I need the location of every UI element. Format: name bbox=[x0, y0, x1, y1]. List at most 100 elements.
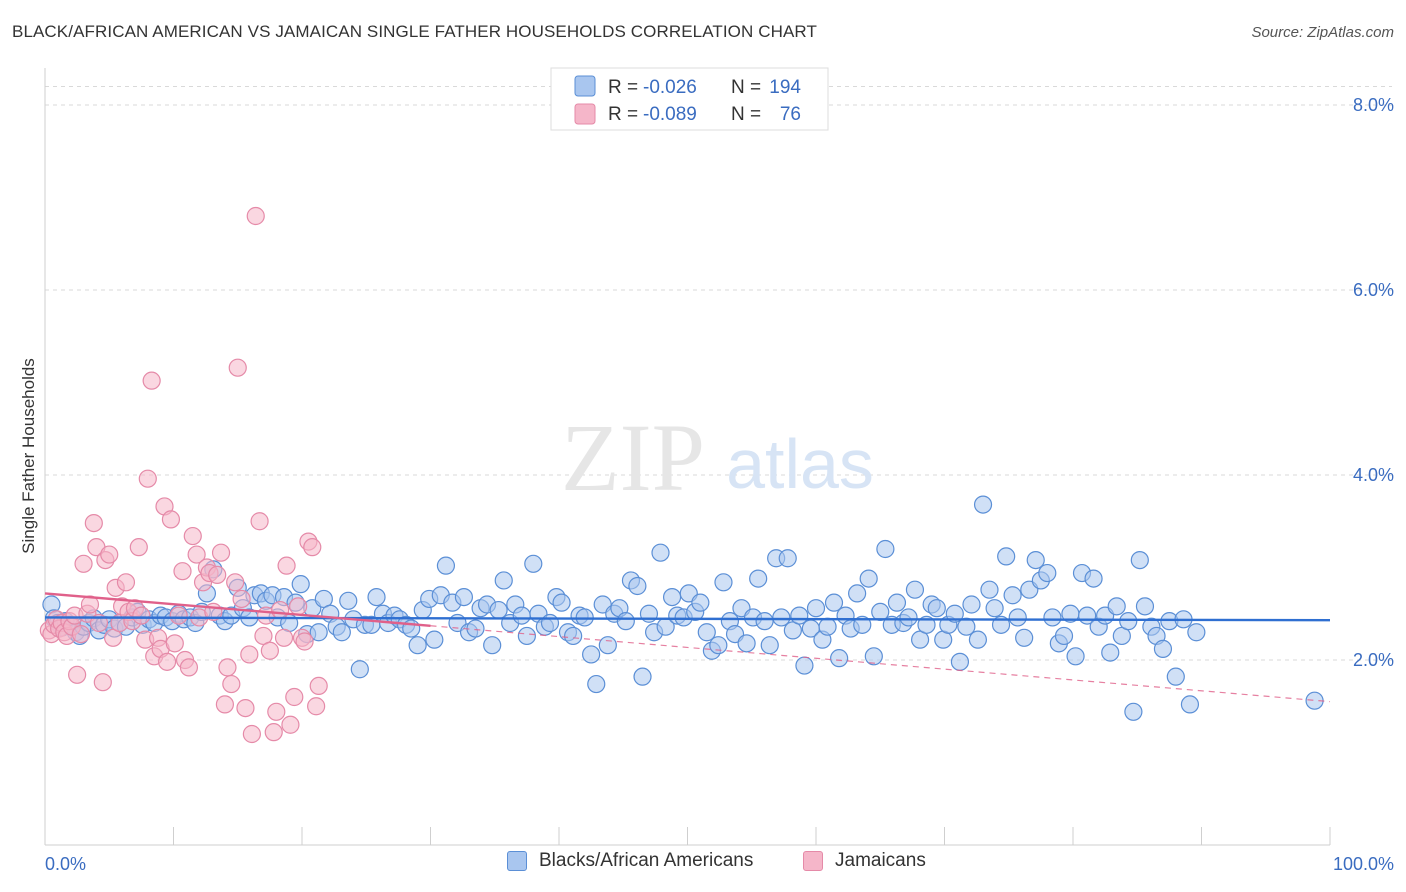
grid-lines bbox=[44, 86, 1392, 845]
blacks-trend-line bbox=[44, 616, 1331, 622]
jamaicans-data-point bbox=[169, 606, 188, 625]
jamaicans-data-point bbox=[267, 702, 286, 721]
blacks-data-point bbox=[408, 636, 427, 655]
jamaicans-trend-extension bbox=[430, 625, 1331, 703]
blacks-data-point bbox=[760, 636, 779, 655]
jamaicans-data-point bbox=[208, 565, 227, 585]
blacks-data-point bbox=[1015, 628, 1034, 647]
jamaicans-data-point bbox=[142, 371, 161, 390]
jamaicans-data-point bbox=[277, 556, 296, 575]
blacks-data-point bbox=[737, 634, 756, 653]
source-attribution: Source: ZipAtlas.com bbox=[1251, 24, 1394, 41]
blacks-data-point bbox=[587, 674, 606, 694]
jamaicans-data-point bbox=[236, 698, 255, 718]
blacks-data-point bbox=[755, 612, 774, 631]
jamaicans-data-point bbox=[211, 543, 231, 562]
blacks-data-point bbox=[616, 612, 635, 631]
trend-lines bbox=[44, 592, 1331, 703]
jamaicans-data-point bbox=[246, 206, 265, 226]
blacks-data-point bbox=[1107, 597, 1126, 616]
blacks-data-point bbox=[651, 543, 670, 562]
legend-r-label-1: R = bbox=[608, 77, 638, 98]
jamaicans-data-point bbox=[183, 526, 202, 546]
blacks-data-point bbox=[517, 626, 536, 646]
blacks-data-point bbox=[524, 554, 543, 573]
jamaicans-data-point bbox=[215, 695, 234, 714]
jamaicans-data-point bbox=[274, 628, 294, 647]
jamaicans-data-point bbox=[303, 538, 322, 557]
jamaicans-data-point bbox=[187, 545, 206, 564]
blacks-data-point bbox=[1026, 550, 1045, 570]
jamaicans-data-point bbox=[232, 589, 251, 609]
blacks-data-point bbox=[598, 636, 617, 655]
blacks-data-point bbox=[795, 656, 814, 675]
watermark-zip: ZIP bbox=[561, 404, 705, 511]
blacks-data-point bbox=[927, 599, 946, 618]
blacks-data-point bbox=[950, 652, 970, 671]
blacks-data-point bbox=[1101, 643, 1120, 662]
blacks-data-point bbox=[564, 626, 583, 646]
blacks-data-point bbox=[691, 593, 710, 612]
y-axis-title: Single Father Households bbox=[19, 358, 38, 554]
watermark: ZIP atlas bbox=[561, 404, 874, 511]
blacks-data-point bbox=[876, 539, 895, 559]
blacks-data-point bbox=[853, 615, 872, 634]
jamaicans-data-point bbox=[132, 606, 151, 625]
jamaicans-data-point bbox=[295, 632, 314, 651]
blacks-data-point bbox=[899, 608, 918, 627]
legend-swatch-blue bbox=[574, 75, 596, 97]
blacks-data-point bbox=[1003, 586, 1022, 605]
blacks-data-point bbox=[350, 660, 369, 679]
blacks-data-point bbox=[806, 599, 826, 618]
blacks-data-point bbox=[628, 576, 647, 596]
blacks-data-point bbox=[332, 623, 351, 642]
jamaicans-data-point bbox=[218, 658, 237, 677]
data-points bbox=[39, 206, 1324, 744]
blacks-data-point bbox=[830, 649, 849, 668]
blacks-data-point bbox=[980, 580, 999, 599]
jamaicans-data-point bbox=[74, 554, 93, 573]
blacks-data-point bbox=[1166, 667, 1185, 686]
blacks-data-point bbox=[824, 593, 844, 612]
jamaicans-data-point bbox=[68, 665, 87, 684]
blacks-data-point bbox=[436, 556, 456, 575]
blacks-data-point bbox=[714, 573, 733, 592]
jamaicans-data-point bbox=[161, 510, 181, 529]
jamaicans-data-point bbox=[116, 573, 136, 592]
jamaicans-data-point bbox=[173, 562, 192, 581]
blacks-data-point bbox=[512, 606, 531, 625]
blacks-data-point bbox=[1008, 608, 1027, 627]
jamaicans-data-point bbox=[242, 724, 261, 744]
jamaicans-data-point bbox=[289, 597, 308, 616]
blacks-data-point bbox=[1119, 612, 1138, 631]
jamaicans-data-point bbox=[281, 715, 300, 734]
blacks-data-point bbox=[1135, 597, 1155, 616]
blacks-data-point bbox=[848, 584, 867, 603]
blacks-data-point bbox=[1043, 608, 1062, 627]
blacks-data-point bbox=[985, 599, 1004, 618]
blacks-data-point bbox=[864, 647, 883, 666]
legend-n-label-2: N = bbox=[731, 104, 761, 125]
blacks-data-point bbox=[859, 569, 878, 588]
legend-n-value-1: 194 bbox=[769, 77, 801, 98]
blacks-data-point bbox=[425, 630, 444, 649]
legend-r-value-1: -0.026 bbox=[643, 77, 697, 98]
blacks-data-point bbox=[367, 587, 386, 607]
blacks-data-point bbox=[1066, 647, 1085, 666]
legend-swatch-blacks bbox=[507, 851, 527, 871]
blacks-data-point bbox=[945, 604, 964, 623]
blacks-data-point bbox=[291, 575, 310, 594]
chart-title: BLACK/AFRICAN AMERICAN VS JAMAICAN SINGL… bbox=[12, 22, 817, 41]
watermark-atlas: atlas bbox=[726, 425, 874, 503]
blacks-data-point bbox=[540, 613, 560, 633]
jamaicans-data-point bbox=[309, 676, 328, 696]
jamaicans-data-point bbox=[260, 641, 279, 660]
legend-item-blacks[interactable]: Blacks/African Americans bbox=[507, 850, 753, 872]
blacks-data-point bbox=[818, 617, 837, 636]
jamaicans-data-point bbox=[226, 573, 245, 592]
blacks-data-point bbox=[973, 495, 993, 514]
blacks-data-point bbox=[997, 547, 1016, 566]
legend-item-jamaicans[interactable]: Jamaicans bbox=[803, 850, 926, 872]
jamaicans-data-point bbox=[165, 634, 184, 653]
